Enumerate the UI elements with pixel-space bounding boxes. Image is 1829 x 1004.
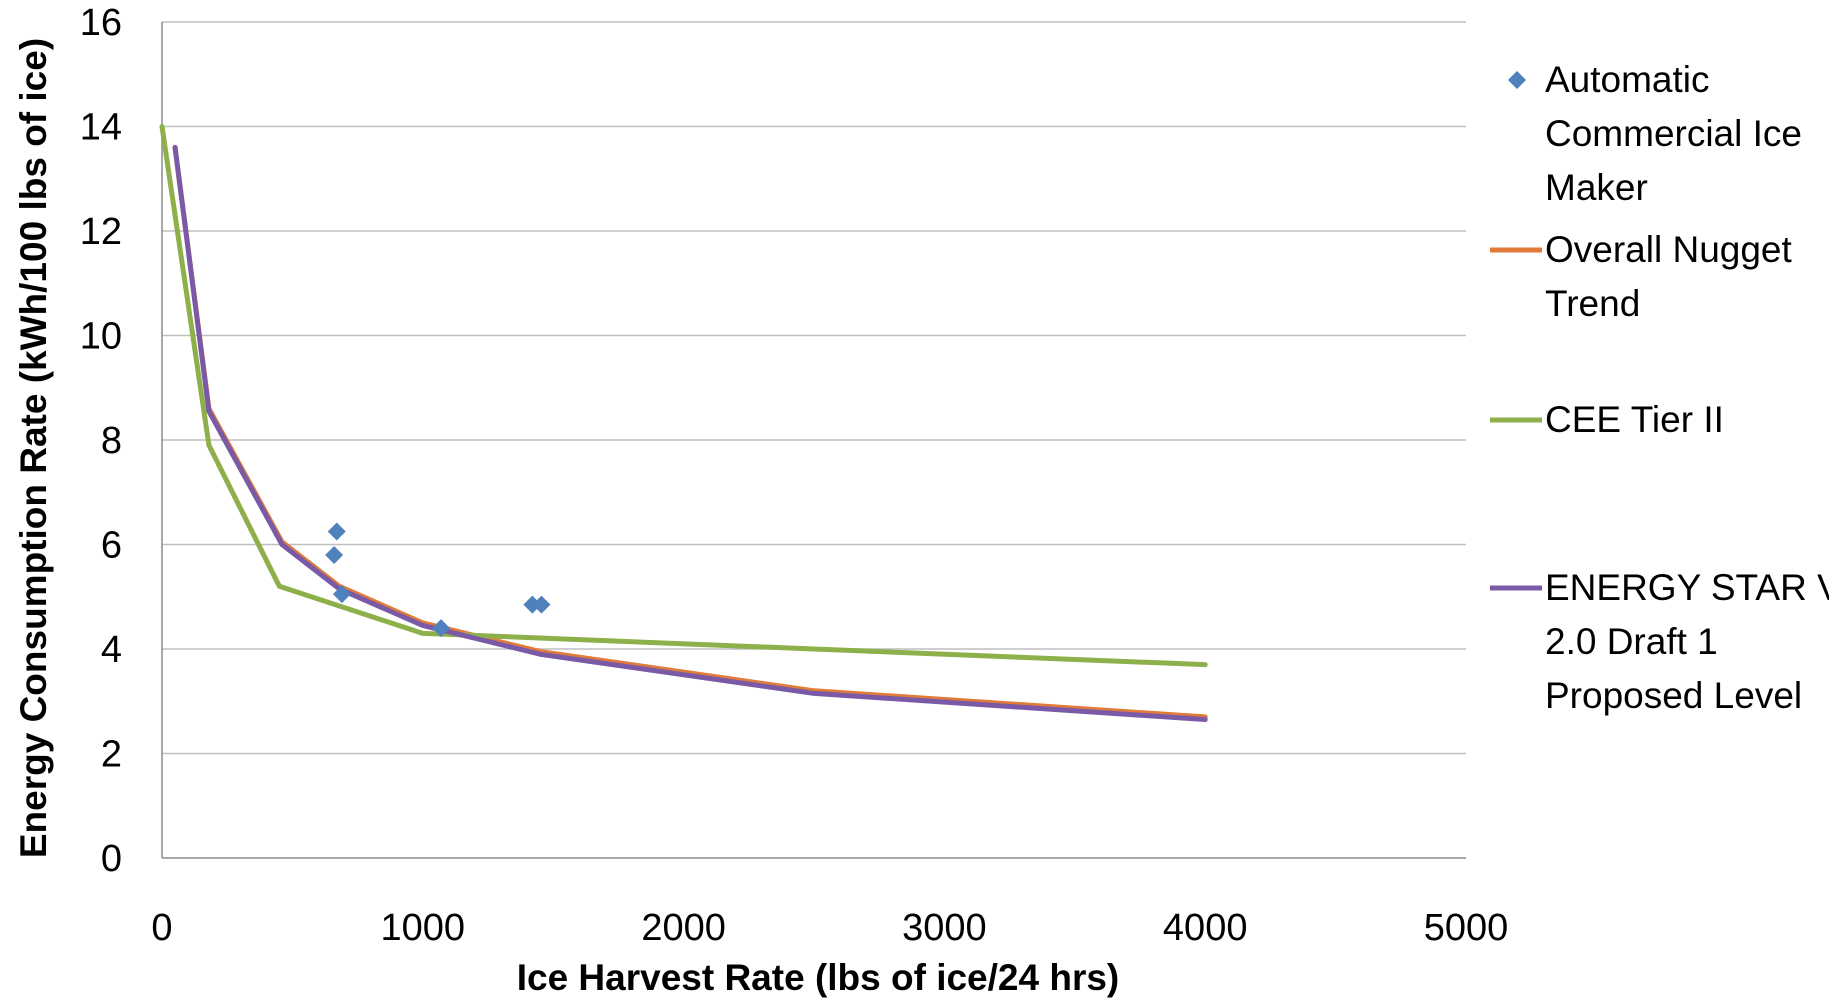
legend-item-energy-star-v-2-0-draft-1-proposed-level: ENERGY STAR V 2.0 Draft 1 Proposed Level	[1490, 567, 1829, 716]
x-axis-title: Ice Harvest Rate (lbs of ice/24 hrs)	[517, 957, 1120, 998]
legend-label: Trend	[1545, 283, 1640, 324]
x-tick-label: 3000	[902, 907, 987, 949]
data-point-0	[327, 522, 346, 541]
data-point-1	[325, 545, 344, 564]
y-tick-label: 10	[80, 316, 122, 358]
legend-label: CEE Tier II	[1545, 399, 1724, 440]
x-tick-label: 4000	[1163, 907, 1248, 949]
x-tick-label: 5000	[1424, 907, 1509, 949]
legend-label: Automatic	[1545, 59, 1710, 100]
data-point-5	[532, 595, 551, 614]
legend-marker	[1508, 71, 1526, 89]
y-tick-label: 14	[80, 107, 122, 149]
y-tick-label: 8	[101, 420, 122, 462]
y-tick-label: 6	[101, 525, 122, 567]
gridlines	[162, 21, 1466, 755]
legend-label: Overall Nugget	[1545, 229, 1793, 270]
series-line-cee-tier-ii	[159, 124, 1208, 668]
tick-labels: 0 2 4 6 8 10 12 14 16 0 1000 2000 3000 4000 5000	[80, 2, 1509, 949]
data-point-3	[432, 619, 451, 638]
series-line-overall-nugget-trend	[172, 144, 1208, 720]
y-tick-label: 12	[80, 211, 122, 253]
legend: Automatic Commercial Ice Maker Overall Nugg…	[1490, 59, 1829, 716]
x-tick-label: 2000	[641, 907, 726, 949]
legend-label: Maker	[1545, 167, 1648, 208]
x-tick-label: 1000	[381, 907, 466, 949]
legend-item-cee-tier-ii: CEE Tier II	[1490, 399, 1724, 440]
legend-item-automatic-commercial-ice-maker: Automatic Commercial Ice Maker	[1508, 59, 1802, 208]
plot-area	[159, 124, 1208, 723]
data-point-4	[523, 595, 542, 614]
axes	[161, 22, 1466, 859]
data-point-2	[332, 585, 351, 604]
legend-item-overall-nugget-trend: Overall Nugget Trend	[1490, 229, 1793, 324]
legend-label: Proposed Level	[1545, 675, 1802, 716]
y-axis-title: Energy Consumption Rate (kWh/100 lbs of …	[13, 38, 54, 858]
legend-label: ENERGY STAR V	[1545, 567, 1829, 608]
y-tick-label: 4	[101, 629, 122, 671]
series-line-energy-star-v-2-0-draft-1-proposed-level	[172, 144, 1208, 723]
y-tick-label: 16	[80, 2, 122, 44]
x-tick-label: 0	[151, 907, 172, 949]
legend-label: 2.0 Draft 1	[1545, 621, 1718, 662]
legend-label: Commercial Ice	[1545, 113, 1802, 154]
y-tick-label: 2	[101, 734, 122, 776]
y-tick-label: 0	[101, 838, 122, 880]
